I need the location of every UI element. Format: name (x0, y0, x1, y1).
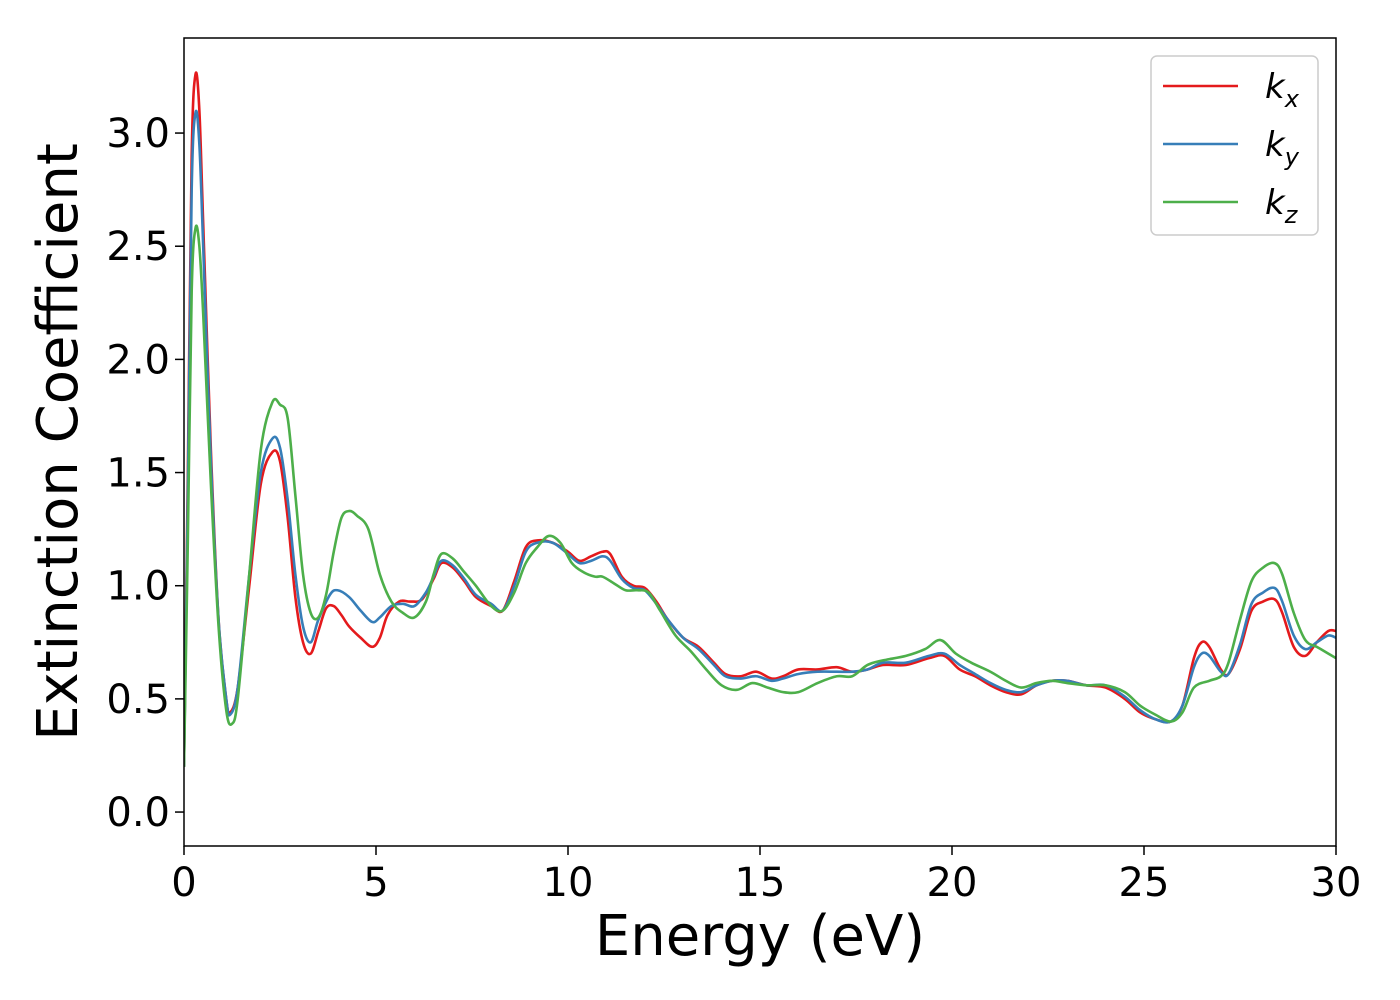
x-tick-label: 15 (735, 860, 786, 906)
x-tick-label: 30 (1311, 860, 1362, 906)
y-axis-title: Extinction Coefficient (26, 143, 91, 741)
y-axis-ticks: 0.0 0.5 1.0 1.5 2.0 2.5 3.0 (106, 111, 184, 836)
y-tick-label: 1.0 (106, 564, 170, 610)
x-tick-label: 0 (171, 860, 196, 906)
x-tick-label: 25 (1119, 860, 1170, 906)
series-layer (184, 71, 1336, 767)
series-line-kz (184, 224, 1336, 767)
legend-label-subscript: x (1284, 85, 1300, 113)
x-axis-ticks: 0 5 10 15 20 25 30 (171, 846, 1361, 906)
legend-label-base: k (1265, 67, 1286, 107)
x-tick-label: 10 (543, 860, 594, 906)
y-tick-label: 0.0 (106, 790, 170, 836)
y-tick-label: 2.0 (106, 337, 170, 383)
legend-label-subscript: y (1284, 143, 1300, 171)
legend-label-base: k (1265, 125, 1286, 165)
legend-label-base: k (1265, 183, 1286, 223)
y-tick-label: 1.5 (106, 451, 170, 497)
x-tick-label: 20 (927, 860, 978, 906)
series-line-ky (184, 109, 1336, 767)
x-axis-title: Energy (eV) (595, 904, 925, 969)
legend-label-kz: kz (1265, 183, 1299, 229)
legend-label-ky: ky (1265, 125, 1300, 171)
y-tick-label: 0.5 (106, 677, 170, 723)
legend-box (1150, 55, 1319, 236)
legend-label-kx: kx (1265, 67, 1300, 113)
y-tick-label: 3.0 (106, 111, 170, 157)
x-tick-label: 5 (363, 860, 388, 906)
y-tick-label: 2.5 (106, 224, 170, 270)
legend-label-subscript: z (1284, 201, 1299, 229)
